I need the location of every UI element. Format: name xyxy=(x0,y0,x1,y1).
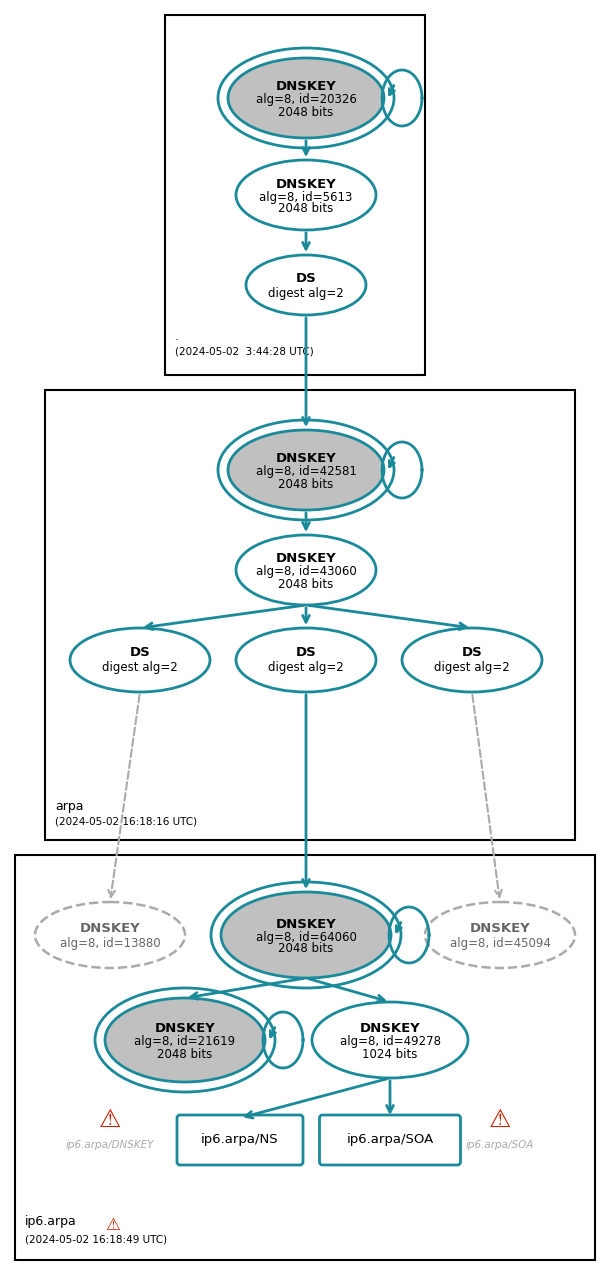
Ellipse shape xyxy=(312,1003,468,1078)
Text: ip6.arpa: ip6.arpa xyxy=(25,1215,77,1228)
Text: (2024-05-02 16:18:16 UTC): (2024-05-02 16:18:16 UTC) xyxy=(55,817,197,827)
Text: alg=8, id=21619: alg=8, id=21619 xyxy=(134,1036,235,1049)
Text: DNSKEY: DNSKEY xyxy=(80,922,140,935)
Text: digest alg=2: digest alg=2 xyxy=(268,662,344,674)
Text: digest alg=2: digest alg=2 xyxy=(268,286,344,300)
Text: 2048 bits: 2048 bits xyxy=(158,1047,213,1060)
Ellipse shape xyxy=(35,903,185,968)
Text: .: . xyxy=(175,332,178,342)
Text: 1024 bits: 1024 bits xyxy=(362,1047,417,1060)
FancyBboxPatch shape xyxy=(319,1115,460,1165)
Text: alg=8, id=43060: alg=8, id=43060 xyxy=(256,565,356,578)
FancyBboxPatch shape xyxy=(177,1115,303,1165)
Text: alg=8, id=49278: alg=8, id=49278 xyxy=(340,1036,441,1049)
Text: (2024-05-02  3:44:28 UTC): (2024-05-02 3:44:28 UTC) xyxy=(175,347,314,356)
Text: 2048 bits: 2048 bits xyxy=(278,105,333,118)
Ellipse shape xyxy=(402,628,542,692)
Bar xyxy=(45,390,575,840)
Text: alg=8, id=13880: alg=8, id=13880 xyxy=(59,936,161,950)
Text: 2048 bits: 2048 bits xyxy=(278,577,333,591)
Text: 2048 bits: 2048 bits xyxy=(278,942,333,955)
Ellipse shape xyxy=(228,429,384,510)
Bar xyxy=(15,855,595,1260)
Text: digest alg=2: digest alg=2 xyxy=(102,662,178,674)
Text: DNSKEY: DNSKEY xyxy=(276,81,337,94)
Ellipse shape xyxy=(425,903,575,968)
Text: alg=8, id=42581: alg=8, id=42581 xyxy=(256,465,356,478)
Text: DNSKEY: DNSKEY xyxy=(276,453,337,465)
Text: DNSKEY: DNSKEY xyxy=(276,553,337,565)
Ellipse shape xyxy=(246,255,366,315)
Ellipse shape xyxy=(236,628,376,692)
Text: (2024-05-02 16:18:49 UTC): (2024-05-02 16:18:49 UTC) xyxy=(25,1235,167,1244)
Text: DS: DS xyxy=(295,646,316,659)
Text: DS: DS xyxy=(295,272,316,285)
Text: DNSKEY: DNSKEY xyxy=(154,1023,215,1036)
Text: alg=8, id=20326: alg=8, id=20326 xyxy=(256,94,356,106)
Text: ⚠: ⚠ xyxy=(99,1108,121,1132)
Ellipse shape xyxy=(236,535,376,605)
Text: alg=8, id=64060: alg=8, id=64060 xyxy=(256,931,356,944)
Text: alg=8, id=45094: alg=8, id=45094 xyxy=(449,936,550,950)
Text: DS: DS xyxy=(462,646,482,659)
Text: ⚠: ⚠ xyxy=(105,1217,120,1235)
Bar xyxy=(165,15,425,376)
Text: ⚠: ⚠ xyxy=(489,1108,511,1132)
Text: DS: DS xyxy=(129,646,150,659)
Ellipse shape xyxy=(228,58,384,138)
Text: alg=8, id=5613: alg=8, id=5613 xyxy=(259,191,352,204)
Text: ip6.arpa/SOA: ip6.arpa/SOA xyxy=(466,1140,534,1150)
Text: DNSKEY: DNSKEY xyxy=(276,918,337,931)
Ellipse shape xyxy=(105,997,265,1082)
Text: ip6.arpa/DNSKEY: ip6.arpa/DNSKEY xyxy=(66,1140,154,1150)
Ellipse shape xyxy=(221,892,391,978)
Text: DNSKEY: DNSKEY xyxy=(470,922,530,935)
Text: DNSKEY: DNSKEY xyxy=(276,177,337,191)
Text: DNSKEY: DNSKEY xyxy=(360,1023,421,1036)
Text: digest alg=2: digest alg=2 xyxy=(434,662,510,674)
Text: ip6.arpa/NS: ip6.arpa/NS xyxy=(201,1133,279,1146)
Text: ip6.arpa/SOA: ip6.arpa/SOA xyxy=(346,1133,433,1146)
Ellipse shape xyxy=(236,160,376,229)
Text: 2048 bits: 2048 bits xyxy=(278,477,333,491)
Text: arpa: arpa xyxy=(55,800,83,813)
Text: 2048 bits: 2048 bits xyxy=(278,203,333,215)
Ellipse shape xyxy=(70,628,210,692)
